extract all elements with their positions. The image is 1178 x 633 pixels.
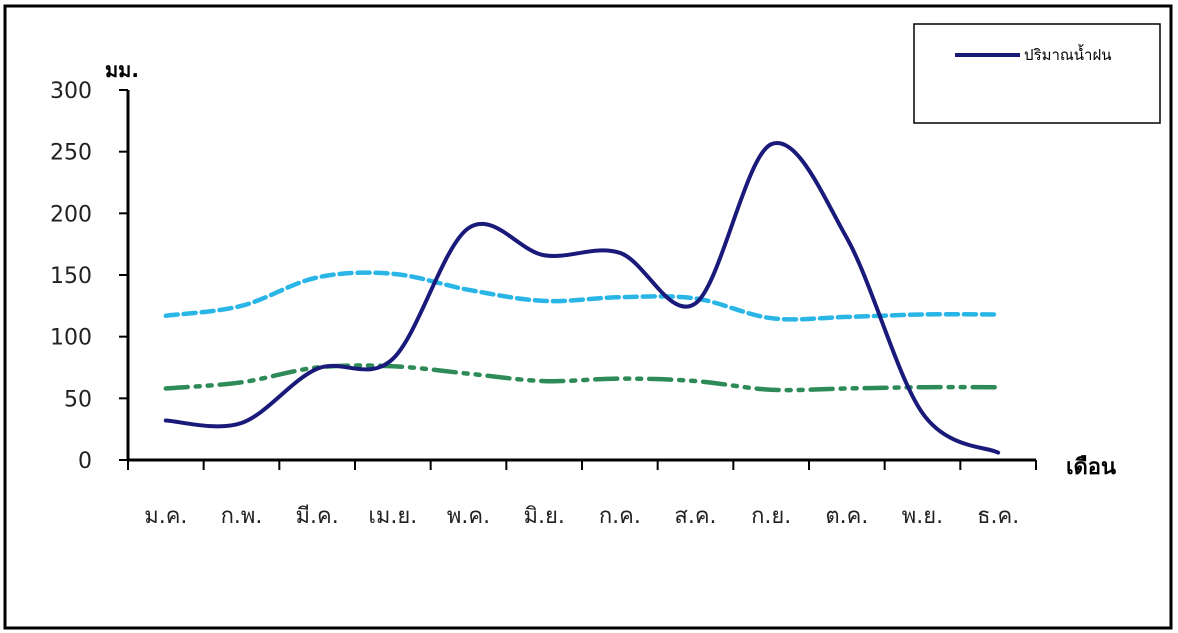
x-tick-label: มี.ค. — [296, 504, 339, 529]
series-layer — [163, 141, 1001, 455]
x-ticks: ม.ค. ก.พ. มี.ค. เม.ย. พ.ค. มิ.ย. ก.ค. ส.ค. ก.ย. ต… — [127, 460, 1037, 529]
x-tick-label: มิ.ย. — [523, 504, 564, 529]
x-tick-label: ก.ค. — [599, 504, 641, 529]
x-tick-label: ก.ย. — [751, 504, 791, 529]
y-tick-label: 250 — [50, 141, 92, 166]
x-tick-label: ส.ค. — [674, 504, 716, 529]
series-line — [163, 141, 1001, 455]
x-axis-unit: เดือน — [1066, 455, 1116, 480]
y-tick-label: 50 — [64, 387, 92, 412]
y-tick-label: 100 — [50, 326, 92, 351]
series-line — [163, 270, 1001, 322]
y-tick-label: 150 — [50, 264, 92, 289]
x-tick-label: ม.ค. — [144, 504, 187, 529]
y-tick-label: 200 — [50, 202, 92, 227]
x-tick-label: พ.ย. — [902, 504, 943, 529]
x-tick-label: ก.พ. — [221, 504, 263, 529]
legend: ปริมาณน้ำฝน — [913, 23, 1161, 124]
x-tick-label: พ.ค. — [447, 504, 490, 529]
y-axis-unit: มม. — [105, 58, 139, 82]
y-tick-label: 0 — [78, 449, 92, 474]
series-line — [163, 363, 1001, 393]
legend-box — [913, 23, 1161, 124]
legend-label: ปริมาณน้ำฝน — [1024, 44, 1112, 64]
x-tick-label: ธ.ค. — [977, 504, 1019, 529]
x-tick-label: เม.ย. — [368, 504, 417, 529]
y-tick-label: 300 — [50, 79, 92, 104]
x-tick-label: ต.ค. — [825, 504, 868, 529]
y-ticks: 0 50 100 150 200 250 300 — [50, 79, 128, 474]
